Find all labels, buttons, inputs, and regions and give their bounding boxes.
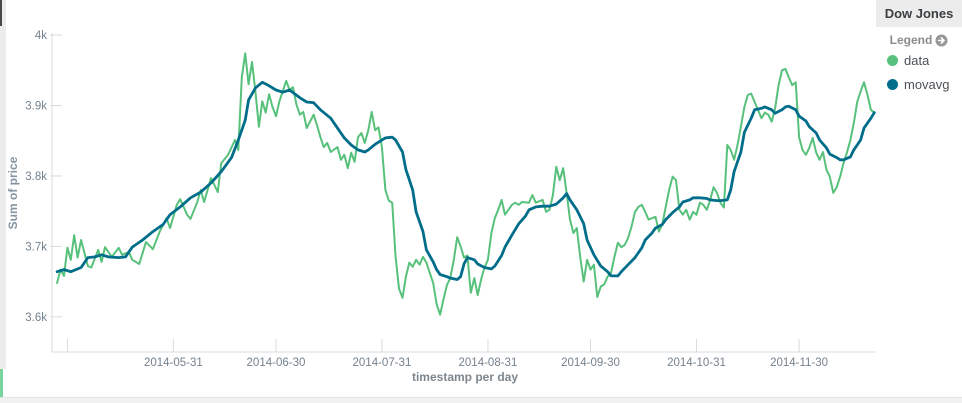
panel-title: Dow Jones <box>876 0 962 27</box>
data-series-line[interactable] <box>56 52 876 316</box>
x-tick-label: 2014-11-30 <box>770 357 828 369</box>
y-tick-label: 4k <box>35 30 47 42</box>
legend-swatch-data <box>887 55 898 66</box>
top-left-ui-fragment <box>0 0 2 26</box>
x-axis-title: timestamp per day <box>411 370 519 384</box>
legend-toggle-label: Legend <box>889 33 933 47</box>
x-tick-label: 2014-08-31 <box>459 357 518 369</box>
left-panel-edge <box>0 0 6 369</box>
movavg-series-line[interactable] <box>55 80 876 281</box>
y-tick-label: 3.6k <box>25 312 47 324</box>
axis-frame <box>51 33 876 353</box>
y-axis-ticks: 4k 3.9k 3.8k 3.7k 3.6k <box>25 30 62 324</box>
legend-toggle[interactable]: Legend <box>876 33 962 47</box>
legend-items: data movavg <box>876 53 962 92</box>
x-axis-ticks: 2014-05-31 2014-06-30 2014-07-31 2014-08-31… <box>66 339 828 369</box>
y-tick-label: 3.9k <box>25 101 47 113</box>
legend-item-label: movavg <box>904 77 950 92</box>
x-tick-label: 2014-07-31 <box>353 357 412 369</box>
x-tick-label: 2014-09-30 <box>561 357 620 369</box>
circle-arrow-right-icon <box>935 34 948 46</box>
legend-swatch-movavg <box>887 79 898 90</box>
x-tick-label: 2014-05-31 <box>144 357 203 369</box>
legend-item-data[interactable]: data <box>887 53 962 68</box>
bottom-left-green-fragment <box>0 369 3 398</box>
x-tick-label: 2014-10-31 <box>667 357 726 369</box>
x-tick-label: 2014-06-30 <box>247 357 306 369</box>
legend-item-movavg[interactable]: movavg <box>887 77 962 92</box>
legend-panel: Dow Jones Legend data movavg <box>876 0 962 397</box>
y-tick-label: 3.7k <box>25 241 47 253</box>
bottom-panel-edge <box>0 397 962 403</box>
y-axis-title: Sum of price <box>6 156 20 230</box>
y-tick-label: 3.8k <box>25 171 47 183</box>
legend-item-label: data <box>904 53 930 68</box>
